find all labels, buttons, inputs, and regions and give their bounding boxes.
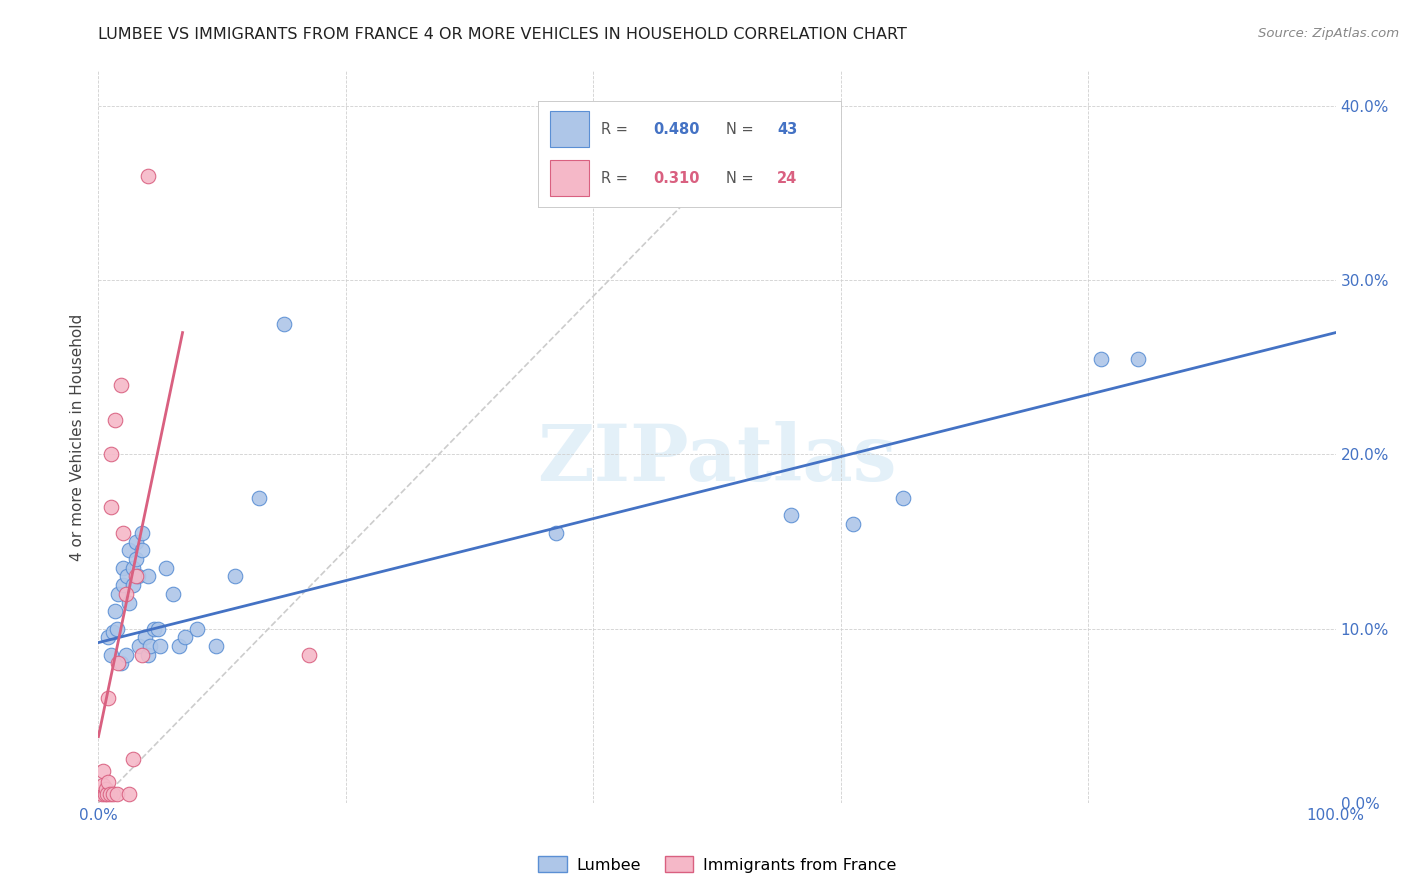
Point [112, 525, 135, 540]
Point [118, 787, 141, 801]
Point [546, 525, 568, 540]
Point [112, 560, 135, 574]
Point [103, 412, 125, 426]
Point [139, 639, 162, 653]
Point [97, 631, 120, 645]
Text: ZIPatlas: ZIPatlas [537, 421, 897, 497]
Point [136, 169, 159, 183]
Point [93, 787, 115, 801]
Point [127, 569, 149, 583]
Point [103, 787, 125, 801]
Point [94, 781, 117, 796]
Point [114, 587, 136, 601]
Point [105, 787, 128, 801]
Point [93, 778, 115, 792]
Point [891, 491, 914, 505]
Point [136, 569, 159, 583]
Point [174, 631, 197, 645]
Text: LUMBEE VS IMMIGRANTS FROM FRANCE 4 OR MORE VEHICLES IN HOUSEHOLD CORRELATION CHA: LUMBEE VS IMMIGRANTS FROM FRANCE 4 OR MO… [98, 27, 907, 42]
Point [124, 534, 146, 549]
Legend: Lumbee, Immigrants from France: Lumbee, Immigrants from France [531, 850, 903, 879]
Point [780, 508, 803, 523]
Point [1090, 351, 1112, 366]
Point [128, 639, 150, 653]
Point [131, 648, 153, 662]
Point [186, 622, 208, 636]
Point [100, 448, 122, 462]
Point [146, 622, 169, 636]
Point [115, 569, 138, 583]
Point [273, 317, 295, 331]
Point [143, 622, 166, 636]
Y-axis label: 4 or more Vehicles in Household: 4 or more Vehicles in Household [70, 313, 86, 561]
Point [122, 752, 145, 766]
Point [162, 587, 184, 601]
Text: Source: ZipAtlas.com: Source: ZipAtlas.com [1258, 27, 1399, 40]
Point [205, 639, 228, 653]
Point [100, 500, 122, 514]
Point [91, 787, 114, 801]
Point [136, 648, 159, 662]
Point [96, 787, 118, 801]
Point [114, 648, 136, 662]
Point [842, 517, 865, 532]
Point [155, 560, 177, 574]
Point [118, 543, 141, 558]
Point [110, 657, 132, 671]
Point [118, 595, 141, 609]
Point [1126, 351, 1149, 366]
Point [107, 587, 129, 601]
Point [224, 569, 246, 583]
Point [97, 691, 120, 706]
Point [107, 657, 129, 671]
Point [122, 578, 145, 592]
Point [110, 377, 132, 392]
Point [131, 525, 153, 540]
Point [247, 491, 270, 505]
Point [98, 787, 121, 801]
Point [134, 631, 156, 645]
Point [97, 775, 120, 789]
Point [105, 622, 128, 636]
Point [103, 604, 125, 618]
Point [100, 648, 122, 662]
Point [93, 764, 115, 779]
Point [112, 578, 135, 592]
Point [122, 560, 145, 574]
Point [124, 552, 146, 566]
Point [167, 639, 190, 653]
Point [124, 569, 146, 583]
Point [149, 639, 172, 653]
Point [298, 648, 321, 662]
Point [103, 625, 125, 640]
Point [131, 543, 153, 558]
